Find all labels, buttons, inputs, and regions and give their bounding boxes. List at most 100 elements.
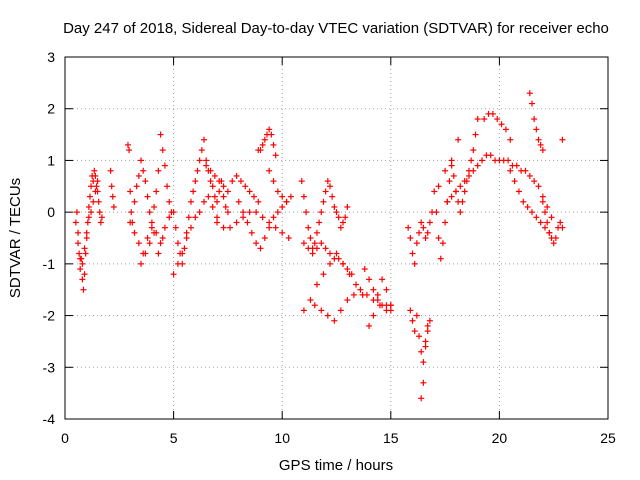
data-point bbox=[181, 245, 188, 252]
data-point bbox=[303, 209, 310, 216]
data-point bbox=[159, 147, 166, 154]
data-point bbox=[224, 209, 231, 216]
data-point bbox=[172, 224, 179, 231]
data-point bbox=[413, 312, 420, 319]
data-point bbox=[542, 209, 549, 216]
data-point bbox=[448, 162, 455, 169]
data-point bbox=[450, 172, 457, 179]
data-point bbox=[472, 131, 479, 138]
data-point bbox=[72, 219, 79, 226]
data-point bbox=[520, 198, 527, 205]
data-point bbox=[205, 193, 212, 200]
data-point bbox=[331, 317, 338, 324]
data-point bbox=[494, 116, 501, 123]
data-point bbox=[366, 276, 373, 283]
data-point bbox=[329, 193, 336, 200]
data-point bbox=[227, 224, 234, 231]
data-point bbox=[333, 250, 340, 257]
data-point bbox=[324, 312, 331, 319]
data-point bbox=[379, 302, 386, 309]
data-point bbox=[266, 126, 273, 133]
data-point bbox=[128, 209, 135, 216]
data-point bbox=[237, 178, 244, 185]
chart-title: Day 247 of 2018, Sidereal Day-to-day VTE… bbox=[63, 20, 609, 37]
data-point bbox=[300, 193, 307, 200]
data-point bbox=[207, 178, 214, 185]
data-point bbox=[413, 240, 420, 247]
x-tick-label: 0 bbox=[61, 430, 69, 446]
data-point bbox=[531, 116, 538, 123]
data-point bbox=[526, 172, 533, 179]
data-point bbox=[144, 235, 151, 241]
data-point bbox=[151, 229, 158, 236]
data-point bbox=[557, 219, 564, 226]
data-point bbox=[131, 229, 138, 236]
data-point bbox=[133, 183, 140, 190]
data-point bbox=[179, 250, 186, 257]
data-point bbox=[487, 152, 494, 159]
data-point bbox=[489, 110, 496, 117]
data-point bbox=[318, 209, 325, 216]
data-point bbox=[513, 162, 520, 169]
data-point bbox=[192, 178, 199, 185]
data-point bbox=[320, 198, 327, 205]
y-tick-label: -2 bbox=[43, 308, 56, 324]
data-point bbox=[452, 188, 459, 195]
data-point bbox=[270, 214, 277, 221]
data-point bbox=[255, 198, 262, 205]
data-point bbox=[374, 297, 381, 304]
data-point bbox=[455, 136, 462, 143]
y-tick-label: -4 bbox=[43, 411, 56, 427]
data-point bbox=[135, 172, 142, 179]
y-tick-label: 2 bbox=[47, 101, 55, 117]
data-point bbox=[526, 90, 533, 97]
data-point bbox=[170, 209, 177, 216]
data-point bbox=[135, 240, 142, 247]
data-point bbox=[326, 250, 333, 257]
data-point bbox=[82, 250, 89, 257]
data-point bbox=[409, 317, 416, 324]
data-point bbox=[140, 167, 147, 174]
x-tick-label: 20 bbox=[492, 430, 508, 446]
data-point bbox=[426, 219, 433, 226]
data-point bbox=[505, 157, 512, 164]
data-point bbox=[90, 198, 97, 205]
data-point bbox=[283, 198, 290, 205]
data-point bbox=[257, 147, 264, 154]
data-point bbox=[266, 167, 273, 174]
data-point bbox=[431, 188, 438, 195]
data-point bbox=[515, 188, 522, 195]
data-point bbox=[127, 188, 134, 195]
data-point bbox=[126, 147, 133, 154]
data-point bbox=[79, 276, 86, 283]
data-point bbox=[533, 126, 540, 133]
data-point bbox=[418, 348, 425, 355]
data-point bbox=[459, 198, 466, 205]
data-point bbox=[552, 235, 559, 241]
data-point bbox=[335, 214, 342, 221]
data-point bbox=[88, 209, 95, 216]
data-point bbox=[233, 172, 240, 179]
data-point bbox=[350, 291, 357, 298]
data-point bbox=[448, 193, 455, 200]
data-point bbox=[470, 147, 477, 154]
data-point bbox=[379, 276, 386, 283]
data-point bbox=[539, 147, 546, 154]
y-tick-label: -3 bbox=[43, 359, 56, 375]
data-point bbox=[272, 152, 279, 159]
data-point bbox=[481, 116, 488, 123]
data-point bbox=[274, 209, 281, 216]
data-point bbox=[344, 266, 351, 273]
data-point bbox=[537, 219, 544, 226]
data-point bbox=[209, 183, 216, 190]
data-point bbox=[479, 157, 486, 164]
data-point bbox=[166, 214, 173, 221]
data-point bbox=[524, 203, 531, 210]
data-point bbox=[253, 240, 260, 247]
data-point bbox=[498, 121, 505, 128]
data-point bbox=[214, 219, 221, 226]
x-tick-label: 25 bbox=[600, 430, 616, 446]
data-point bbox=[435, 183, 442, 190]
data-point bbox=[426, 317, 433, 324]
data-point bbox=[387, 302, 394, 309]
